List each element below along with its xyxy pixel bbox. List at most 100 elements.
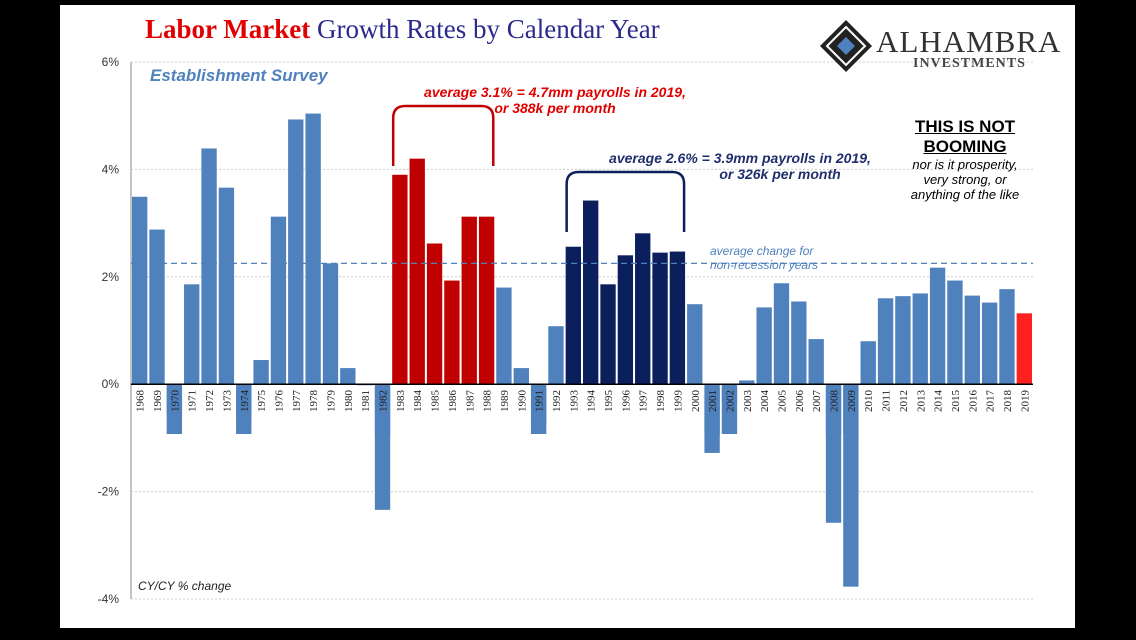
bar-2015 bbox=[947, 280, 963, 385]
navy-avg-line1: average 2.6% = 3.9mm payrolls in 2019, bbox=[609, 150, 871, 166]
x-tick-label: 2019 bbox=[1019, 390, 1031, 413]
y-tick-label: -2% bbox=[98, 485, 120, 499]
navy-avg-note: average 2.6% = 3.9mm payrolls in 2019, o… bbox=[595, 150, 885, 182]
bar-1971 bbox=[184, 284, 200, 385]
subtitle: Establishment Survey bbox=[150, 66, 328, 85]
bar-1989 bbox=[496, 287, 512, 385]
bar-2003 bbox=[739, 380, 755, 385]
title-part1: Labor Market bbox=[145, 14, 311, 44]
red-avg-line1: average 3.1% = 4.7mm payrolls in 2019, bbox=[424, 84, 686, 100]
x-tick-label: 1976 bbox=[273, 390, 285, 413]
red-bracket bbox=[391, 104, 495, 166]
x-tick-label: 2017 bbox=[985, 390, 997, 413]
bar-1992 bbox=[548, 326, 564, 385]
not-booming-note: THIS IS NOT BOOMING nor is it prosperity… bbox=[890, 117, 1040, 202]
bar-2001 bbox=[704, 384, 720, 453]
bar-2014 bbox=[929, 267, 946, 385]
title-part2: Growth Rates by Calendar Year bbox=[316, 14, 660, 44]
bar-1975 bbox=[253, 360, 269, 385]
x-tick-label: 1989 bbox=[499, 390, 511, 413]
x-tick-label: 1996 bbox=[620, 390, 632, 413]
x-tick-label: 1979 bbox=[325, 390, 337, 413]
logo-sub: INVESTMENTS bbox=[913, 56, 1026, 71]
x-tick-label: 1982 bbox=[378, 390, 390, 412]
x-tick-label: 2007 bbox=[811, 390, 823, 413]
bar-1969 bbox=[149, 229, 165, 385]
bar-1970 bbox=[166, 384, 183, 417]
bar-2013 bbox=[912, 293, 928, 385]
red-avg-note: average 3.1% = 4.7mm payrolls in 2019, o… bbox=[395, 84, 715, 116]
bar-2012 bbox=[895, 296, 911, 385]
x-tick-label: 1980 bbox=[343, 390, 355, 413]
bar-2004 bbox=[756, 307, 772, 385]
not-booming-line1: THIS IS NOT bbox=[914, 117, 1016, 136]
bar-1976 bbox=[270, 216, 287, 385]
x-tick-label: 2004 bbox=[759, 390, 771, 413]
x-tick-label: 1984 bbox=[412, 390, 424, 413]
red-avg-line2: or 388k per month bbox=[494, 100, 616, 116]
note-line1: nor is it prosperity, bbox=[912, 157, 1018, 172]
bar-1984 bbox=[409, 158, 425, 385]
x-tick-label: 1983 bbox=[395, 390, 407, 413]
bar-1983 bbox=[392, 174, 408, 385]
navy-bracket bbox=[565, 170, 686, 232]
x-tick-label: 1988 bbox=[482, 390, 494, 413]
bar-1985 bbox=[426, 243, 443, 385]
bar-1991 bbox=[530, 384, 547, 426]
x-tick-label: 2008 bbox=[829, 390, 841, 413]
bar-1978 bbox=[305, 113, 321, 385]
x-tick-label: 1975 bbox=[256, 390, 268, 413]
bar-1993 bbox=[565, 246, 581, 385]
bar-1988 bbox=[478, 216, 495, 385]
bar-1972 bbox=[201, 148, 217, 385]
y-tick-label: 0% bbox=[102, 377, 120, 391]
x-tick-label: 1970 bbox=[169, 390, 181, 413]
x-tick-label: 1972 bbox=[204, 390, 216, 412]
avg-line-label: average change for non-recession years bbox=[710, 244, 818, 272]
x-tick-label: 2012 bbox=[898, 390, 910, 412]
bar-1977 bbox=[288, 119, 304, 385]
bar-1999 bbox=[669, 251, 686, 385]
avg-line-label1: average change for bbox=[710, 244, 814, 258]
bar-2018 bbox=[999, 289, 1015, 385]
x-tick-label: 1981 bbox=[360, 390, 372, 412]
bar-2016 bbox=[964, 295, 980, 385]
footer-note: CY/CY % change bbox=[138, 579, 232, 593]
bar-1982 bbox=[374, 384, 391, 510]
not-booming-line2: BOOMING bbox=[923, 137, 1007, 156]
alhambra-logo: ALHAMBRA INVESTMENTS bbox=[818, 18, 1060, 74]
bar-2007 bbox=[808, 339, 824, 385]
x-tick-label: 1991 bbox=[534, 390, 546, 412]
y-tick-label: 6% bbox=[102, 55, 120, 69]
x-tick-label: 1998 bbox=[655, 390, 667, 413]
y-tick-label: 2% bbox=[102, 270, 120, 284]
bar-2005 bbox=[773, 283, 790, 385]
bar-2000 bbox=[687, 304, 703, 385]
x-tick-label: 2005 bbox=[776, 390, 788, 413]
bar-1979 bbox=[322, 263, 339, 385]
bar-2009 bbox=[843, 384, 859, 587]
x-tick-label: 1978 bbox=[308, 390, 320, 413]
x-tick-label: 2010 bbox=[863, 390, 875, 413]
bar-2010 bbox=[860, 341, 876, 385]
x-tick-label: 2016 bbox=[967, 390, 979, 413]
bar-1997 bbox=[635, 233, 651, 385]
x-tick-label: 1973 bbox=[221, 390, 233, 413]
y-tick-label: -4% bbox=[98, 592, 120, 606]
bar-1968 bbox=[132, 196, 148, 385]
note-line2: very strong, or bbox=[923, 172, 1007, 187]
x-tick-label: 1971 bbox=[187, 390, 199, 412]
bar-1973 bbox=[218, 187, 235, 385]
x-tick-label: 1985 bbox=[430, 390, 442, 413]
x-tick-label: 2002 bbox=[724, 390, 736, 412]
bar-2011 bbox=[877, 298, 894, 385]
chart-title: Labor Market Growth Rates by Calendar Ye… bbox=[145, 14, 660, 45]
x-tick-label: 2014 bbox=[933, 390, 945, 413]
y-tick-label: 4% bbox=[102, 162, 120, 176]
x-tick-label: 2011 bbox=[881, 390, 893, 412]
bar-1986 bbox=[444, 280, 460, 385]
x-tick-label: 2015 bbox=[950, 390, 962, 413]
x-tick-label: 1993 bbox=[568, 390, 580, 413]
bar-1987 bbox=[461, 216, 477, 385]
